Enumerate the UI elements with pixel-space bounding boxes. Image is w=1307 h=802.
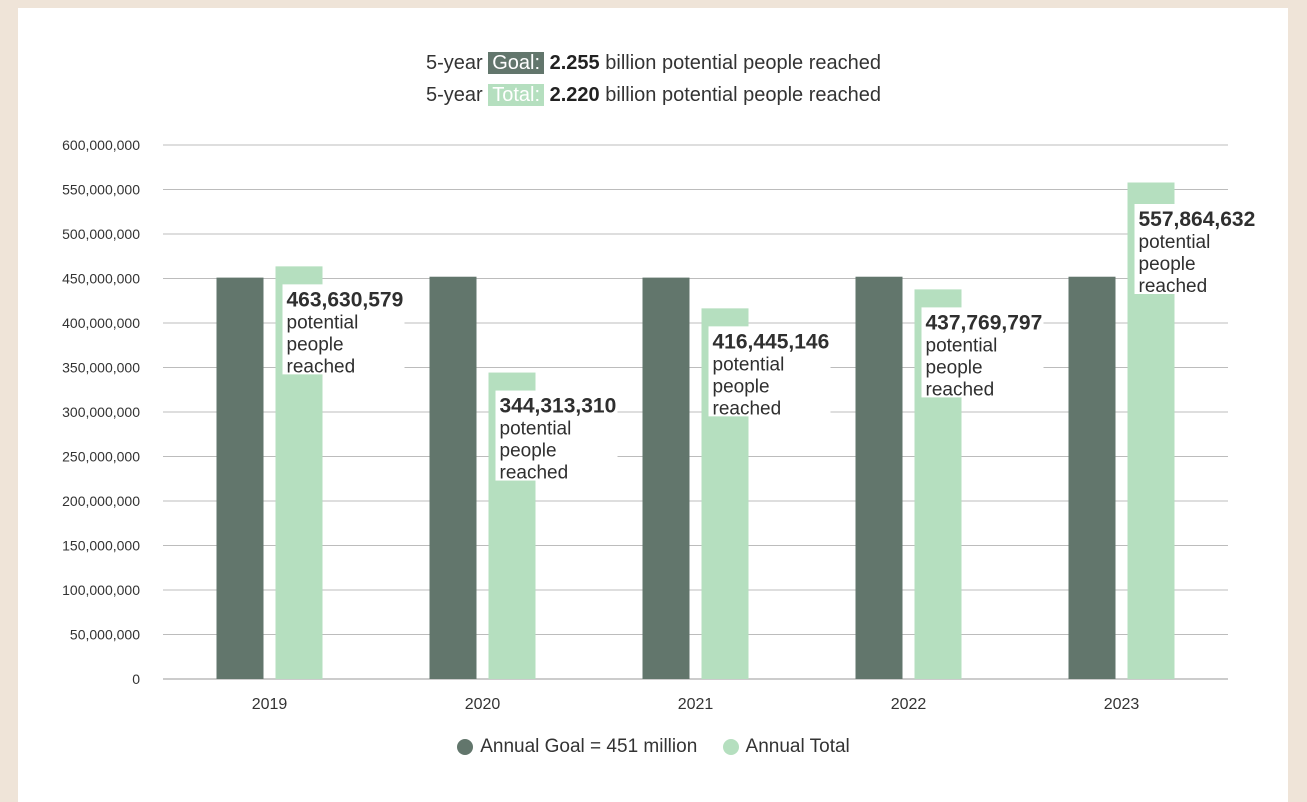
goal-summary: 5-year Goal: 2.255 billion potential peo…: [0, 52, 1307, 75]
goal-bar: [855, 276, 903, 679]
data-label-text: potential: [500, 419, 572, 440]
data-label-text: potential: [713, 354, 785, 375]
y-tick-label: 200,000,000: [62, 493, 140, 509]
total-tag: Total:: [488, 84, 545, 106]
y-tick-label: 250,000,000: [62, 449, 140, 465]
data-label-text: potential: [926, 335, 998, 356]
data-label-value: 437,769,797: [926, 311, 1043, 334]
goal-suffix: billion potential people reached: [605, 52, 882, 74]
data-label-bg: [282, 284, 405, 375]
goal-value: 2.255: [549, 52, 600, 74]
y-tick-label: 450,000,000: [62, 271, 140, 287]
data-label-bg: [708, 326, 831, 417]
legend-swatch-goal: [457, 739, 474, 755]
legend: Annual Goal = 451 million Annual Total: [0, 736, 1307, 761]
data-label-text: potential: [1139, 232, 1211, 253]
total-suffix: billion potential people reached: [605, 84, 882, 106]
goal-bar: [642, 277, 690, 679]
legend-label-total: Annual Total: [745, 736, 850, 757]
y-tick-label: 300,000,000: [62, 404, 140, 420]
data-label-value: 557,864,632: [1139, 208, 1256, 231]
goal-prefix: 5-year: [425, 52, 483, 74]
goal-bar: [216, 277, 264, 679]
y-tick-label: 100,000,000: [62, 582, 140, 598]
y-tick-label: 600,000,000: [62, 137, 140, 153]
data-label-text: reached: [713, 398, 782, 419]
data-label-text: people: [287, 334, 344, 355]
data-label-value: 344,313,310: [500, 395, 617, 418]
data-label-value: 416,445,146: [713, 330, 830, 353]
data-label-text: reached: [287, 356, 356, 377]
x-tick-label: 2019: [252, 696, 288, 713]
data-label-bg: [495, 390, 618, 481]
data-label-value: 463,630,579: [287, 288, 404, 311]
y-tick-label: 500,000,000: [62, 226, 140, 242]
x-tick-label: 2022: [891, 696, 927, 713]
legend-swatch-total: [722, 739, 739, 755]
data-label-text: people: [500, 441, 557, 462]
legend-item-total: Annual Total: [722, 736, 850, 758]
data-label-text: people: [926, 357, 983, 378]
data-label-text: potential: [287, 312, 359, 333]
y-tick-label: 50,000,000: [70, 627, 140, 643]
total-summary: 5-year Total: 2.220 billion potential pe…: [0, 84, 1307, 107]
goal-tag: Goal:: [488, 52, 545, 74]
y-tick-label: 550,000,000: [62, 182, 140, 198]
total-prefix: 5-year: [425, 84, 483, 106]
data-label-text: people: [1139, 254, 1196, 275]
y-tick-label: 150,000,000: [62, 538, 140, 554]
total-value: 2.220: [549, 84, 600, 106]
data-label-bg: [1134, 204, 1257, 294]
data-label-text: reached: [926, 379, 995, 400]
data-label-text: reached: [500, 463, 569, 484]
legend-label-goal: Annual Goal = 451 million: [480, 736, 698, 757]
legend-item-goal: Annual Goal = 451 million: [457, 736, 697, 758]
data-label-text: reached: [1139, 276, 1208, 297]
data-label-text: people: [713, 376, 770, 397]
y-tick-label: 0: [132, 671, 140, 687]
x-tick-label: 2023: [1104, 696, 1140, 713]
x-tick-label: 2021: [678, 696, 714, 713]
y-tick-label: 350,000,000: [62, 360, 140, 376]
goal-bar: [1068, 276, 1116, 679]
data-label-bg: [921, 307, 1044, 398]
x-tick-label: 2020: [465, 696, 501, 713]
y-tick-label: 400,000,000: [62, 315, 140, 331]
goal-bar: [429, 276, 477, 679]
